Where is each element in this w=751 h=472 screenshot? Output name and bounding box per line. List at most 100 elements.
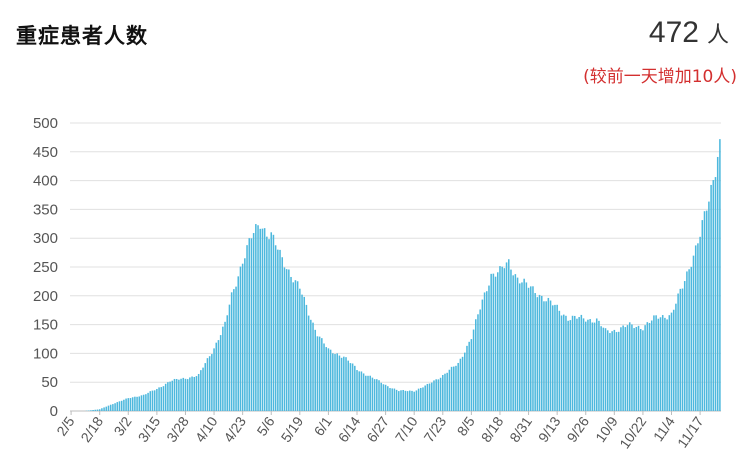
bar: [114, 403, 116, 411]
bar: [670, 312, 673, 411]
bar: [378, 380, 380, 411]
bar: [230, 292, 233, 411]
bar: [140, 395, 143, 411]
bar: [543, 301, 545, 411]
bar: [252, 233, 255, 411]
bar: [466, 345, 468, 411]
bar: [560, 315, 563, 411]
bar: [329, 349, 332, 411]
bar: [371, 377, 374, 411]
bar: [107, 405, 110, 411]
bar: [675, 303, 677, 411]
bar: [109, 404, 112, 411]
bar: [98, 409, 101, 411]
bar: [582, 318, 585, 411]
bar: [292, 282, 295, 411]
bar: [512, 275, 514, 411]
y-axis-ticks: 0 50 100 150 200 250 300 350 400 450 500: [33, 115, 58, 420]
bar: [226, 315, 229, 411]
bar: [554, 304, 556, 411]
bar: [714, 177, 717, 411]
bar: [503, 268, 506, 411]
bar: [567, 320, 569, 411]
bar: [228, 304, 231, 411]
bar: [382, 384, 385, 411]
bar: [611, 331, 613, 411]
bar: [510, 269, 512, 411]
bar: [266, 236, 268, 411]
bar: [703, 211, 706, 411]
bar: [686, 271, 688, 411]
bars: [85, 139, 721, 412]
bar: [169, 381, 171, 411]
bar: [134, 396, 136, 411]
bar: [318, 336, 321, 411]
x-tick-label: 8/31: [506, 413, 535, 445]
bar: [433, 380, 435, 411]
bar: [195, 376, 198, 411]
bar: [444, 373, 446, 411]
bar: [367, 375, 369, 411]
bar: [697, 243, 699, 411]
bar: [129, 398, 132, 411]
bar: [712, 180, 715, 411]
bar: [255, 224, 257, 411]
bar: [206, 358, 209, 411]
current-count: 472 人: [649, 16, 729, 50]
bar: [545, 301, 547, 411]
bar: [710, 184, 712, 411]
x-tick-label: 8/5: [454, 413, 478, 438]
bar: [477, 314, 479, 411]
bar: [631, 324, 633, 411]
bar: [217, 340, 220, 411]
bar: [279, 249, 281, 411]
bar: [211, 354, 213, 411]
y-tick-label: 50: [41, 374, 58, 391]
bar: [549, 300, 552, 411]
bar: [428, 383, 431, 411]
bar: [426, 383, 429, 411]
bar: [472, 329, 475, 411]
bar: [562, 314, 565, 411]
bar: [461, 356, 464, 411]
bar: [162, 386, 165, 411]
bar: [389, 388, 391, 411]
bar: [285, 269, 288, 411]
bar: [657, 318, 660, 411]
bar: [323, 343, 325, 411]
x-tick-label: 7/23: [421, 413, 450, 445]
count-unit: 人: [706, 22, 729, 47]
bar: [639, 329, 642, 411]
bar: [376, 379, 378, 411]
bar: [516, 277, 519, 411]
bar: [507, 259, 510, 411]
bar: [719, 139, 721, 412]
bar: [118, 401, 121, 411]
bar: [131, 397, 134, 411]
x-tick-label: 11/17: [674, 413, 707, 450]
bar: [248, 238, 251, 411]
x-tick-label: 6/27: [363, 413, 392, 445]
bar: [343, 356, 345, 411]
bar: [644, 325, 646, 411]
bar: [650, 320, 653, 411]
bar: [518, 283, 521, 411]
bar: [354, 365, 356, 411]
bar: [281, 257, 284, 411]
bar: [642, 330, 644, 411]
bar: [213, 348, 215, 411]
bar: [193, 376, 196, 411]
bar: [274, 245, 277, 411]
bar: [296, 281, 299, 411]
bar: [459, 358, 462, 411]
bar: [158, 387, 160, 411]
bar: [615, 332, 618, 411]
bar: [125, 398, 127, 411]
bar: [637, 325, 640, 411]
bar: [446, 372, 448, 411]
x-tick-label: 4/10: [192, 413, 221, 445]
bar: [620, 327, 622, 411]
bar: [490, 273, 492, 411]
bar: [666, 319, 668, 411]
